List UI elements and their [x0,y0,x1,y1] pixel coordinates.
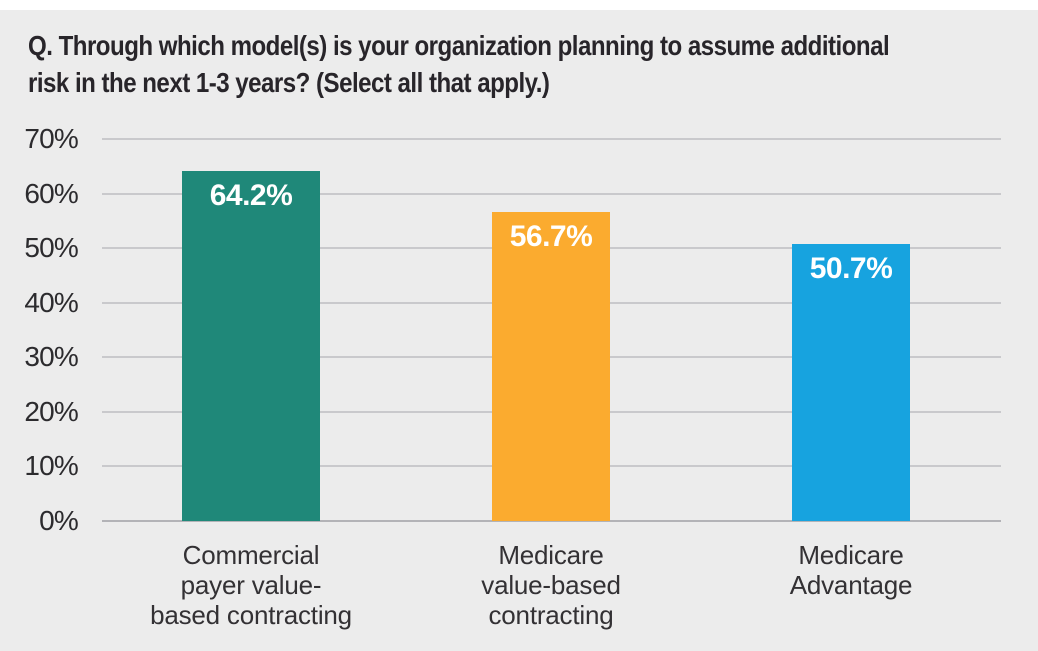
x-axis-label-commercial-payer-value-based-contracting: Commercial payer value- based contractin… [150,540,352,630]
y-axis-tick-label: 50% [24,232,78,264]
y-axis-tick-label: 30% [24,341,78,373]
y-axis-tick-label: 60% [24,177,78,209]
y-axis-tick-label: 70% [24,123,78,154]
bar-value-label: 50.7% [809,252,893,286]
chart-canvas: Q. Through which model(s) is your organi… [0,10,1038,651]
bar-value-label: 56.7% [509,219,593,253]
x-axis-label-medicare-value-based-contracting: Medicare value-based contracting [481,540,621,630]
chart-title: Q. Through which model(s) is your organi… [28,30,890,98]
bar-medicare-value-based-contracting: 56.7% [492,211,610,521]
bar-commercial-payer-value-based-contracting: 64.2% [182,170,320,521]
gridline [102,138,1001,140]
y-axis-tick-label: 40% [24,286,78,318]
x-axis-label-medicare-advantage: Medicare Advantage [789,540,913,600]
x-axis-baseline [102,520,1001,522]
y-axis-tick-label: 0% [39,505,79,536]
y-axis-tick-label: 20% [24,395,78,427]
bar-medicare-advantage: 50.7% [792,244,910,521]
bar-value-label: 64.2% [209,178,293,212]
y-axis-tick-label: 10% [24,450,78,482]
gridline [102,192,1001,195]
